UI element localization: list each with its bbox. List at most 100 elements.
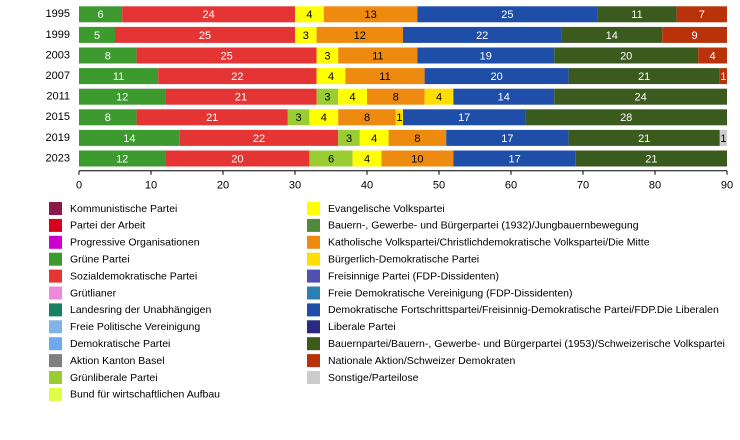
bar-segment xyxy=(295,6,324,23)
value-label: 3 xyxy=(303,30,309,42)
bar-segment xyxy=(575,150,727,167)
legend-label: Partei der Arbeit xyxy=(70,220,145,232)
bar-segment xyxy=(561,26,663,43)
value-label: 9 xyxy=(692,30,698,42)
value-label: 8 xyxy=(105,50,111,62)
legend-swatch xyxy=(307,303,320,317)
bar-segment xyxy=(338,47,418,64)
bar-segment xyxy=(662,26,727,43)
legend-swatch xyxy=(307,337,320,351)
value-label: 14 xyxy=(498,92,510,104)
legend-swatch xyxy=(49,218,62,232)
x-tick-label: 80 xyxy=(649,180,661,192)
y-tick-label: 1999 xyxy=(46,29,70,41)
value-label: 11 xyxy=(372,50,383,62)
legend-swatch xyxy=(307,218,320,232)
bar-segment xyxy=(79,150,166,167)
y-tick-label: 2011 xyxy=(46,91,70,103)
legend-swatch xyxy=(307,202,320,215)
bar-segment xyxy=(158,68,317,85)
value-label: 28 xyxy=(620,112,632,124)
bar-segment xyxy=(316,68,346,85)
legend-swatch xyxy=(49,303,62,317)
value-label: 4 xyxy=(364,153,370,165)
value-label: 12 xyxy=(116,92,128,104)
value-label: 7 xyxy=(699,9,705,21)
value-label: 6 xyxy=(98,9,104,21)
value-label: 12 xyxy=(354,30,366,42)
value-label: 19 xyxy=(480,50,492,62)
legend-swatch xyxy=(49,202,62,215)
value-label: 25 xyxy=(220,50,232,62)
bar-segment xyxy=(316,26,403,43)
bar-segment xyxy=(388,129,447,146)
value-label: 20 xyxy=(620,50,632,62)
value-label: 25 xyxy=(199,30,211,42)
bar-segment xyxy=(79,68,159,85)
bar-segment xyxy=(698,47,727,64)
value-label: 1 xyxy=(720,133,726,145)
value-label: 1 xyxy=(720,71,726,83)
legend-swatch xyxy=(49,252,62,266)
value-label: 25 xyxy=(501,9,513,21)
x-tick-label: 60 xyxy=(505,180,517,192)
value-label: 21 xyxy=(206,112,218,124)
value-label: 8 xyxy=(414,133,420,145)
legend-label: Bürgerlich-Demokratische Partei xyxy=(328,253,479,265)
value-label: 21 xyxy=(235,92,247,104)
legend-label: Grüne Partei xyxy=(70,253,130,265)
value-label: 22 xyxy=(253,133,265,145)
bar-segment xyxy=(417,6,598,23)
bar-segment xyxy=(165,150,310,167)
y-tick-label: 2023 xyxy=(46,152,70,164)
value-label: 24 xyxy=(634,92,646,104)
legend-label: Grütlianer xyxy=(70,287,117,299)
value-label: 10 xyxy=(411,153,423,165)
legend-swatch xyxy=(49,371,62,384)
x-tick-label: 40 xyxy=(361,180,373,192)
bar-segment xyxy=(403,109,526,126)
bar-segment xyxy=(453,88,555,105)
legend-label: Bauern-, Gewerbe- und Bürgerpartei (1932… xyxy=(328,220,639,232)
bar-segment xyxy=(165,88,317,105)
value-label: 3 xyxy=(324,92,330,104)
bar-segment xyxy=(381,150,454,167)
bar-segment xyxy=(287,109,310,126)
bar-segment xyxy=(309,109,339,126)
legend-label: Kommunistische Partei xyxy=(70,203,177,215)
value-label: 24 xyxy=(202,9,214,21)
legend-label: Bauernpartei/Bauern-, Gewerbe- und Bürge… xyxy=(328,338,725,350)
x-tick-label: 70 xyxy=(577,180,589,192)
legend-label: Freie Demokratische Vereinigung (FDP-Dis… xyxy=(328,287,573,299)
legend-swatch xyxy=(49,337,62,351)
bar-segment xyxy=(136,47,317,64)
bar-segment xyxy=(367,88,425,105)
value-label: 1 xyxy=(396,112,402,124)
value-label: 17 xyxy=(501,133,513,145)
bar-segment xyxy=(676,6,727,23)
bar-segment xyxy=(338,88,367,105)
bar-segment xyxy=(122,6,295,23)
bar-segment xyxy=(79,88,166,105)
bar-segment xyxy=(309,150,353,167)
bar-segment xyxy=(345,68,425,85)
y-tick-label: 2019 xyxy=(46,132,70,144)
value-label: 22 xyxy=(231,71,243,83)
bar-segment xyxy=(417,47,555,64)
x-tick-label: 10 xyxy=(145,180,157,192)
bar-segment xyxy=(424,88,454,105)
legend-label: Demokratische Fortschrittspartei/Freisin… xyxy=(328,304,719,316)
value-label: 4 xyxy=(306,9,312,21)
x-tick-label: 0 xyxy=(76,180,82,192)
value-label: 11 xyxy=(379,71,390,83)
value-label: 21 xyxy=(645,153,657,165)
bar-segment xyxy=(79,109,137,126)
value-label: 21 xyxy=(638,133,650,145)
value-label: 14 xyxy=(123,133,135,145)
y-tick-label: 1995 xyxy=(46,8,70,20)
legend-swatch xyxy=(307,235,320,249)
legend-label: Freisinnige Partei (FDP-Dissidenten) xyxy=(328,270,499,282)
legend-swatch xyxy=(49,235,62,249)
bar-segment xyxy=(453,150,576,167)
